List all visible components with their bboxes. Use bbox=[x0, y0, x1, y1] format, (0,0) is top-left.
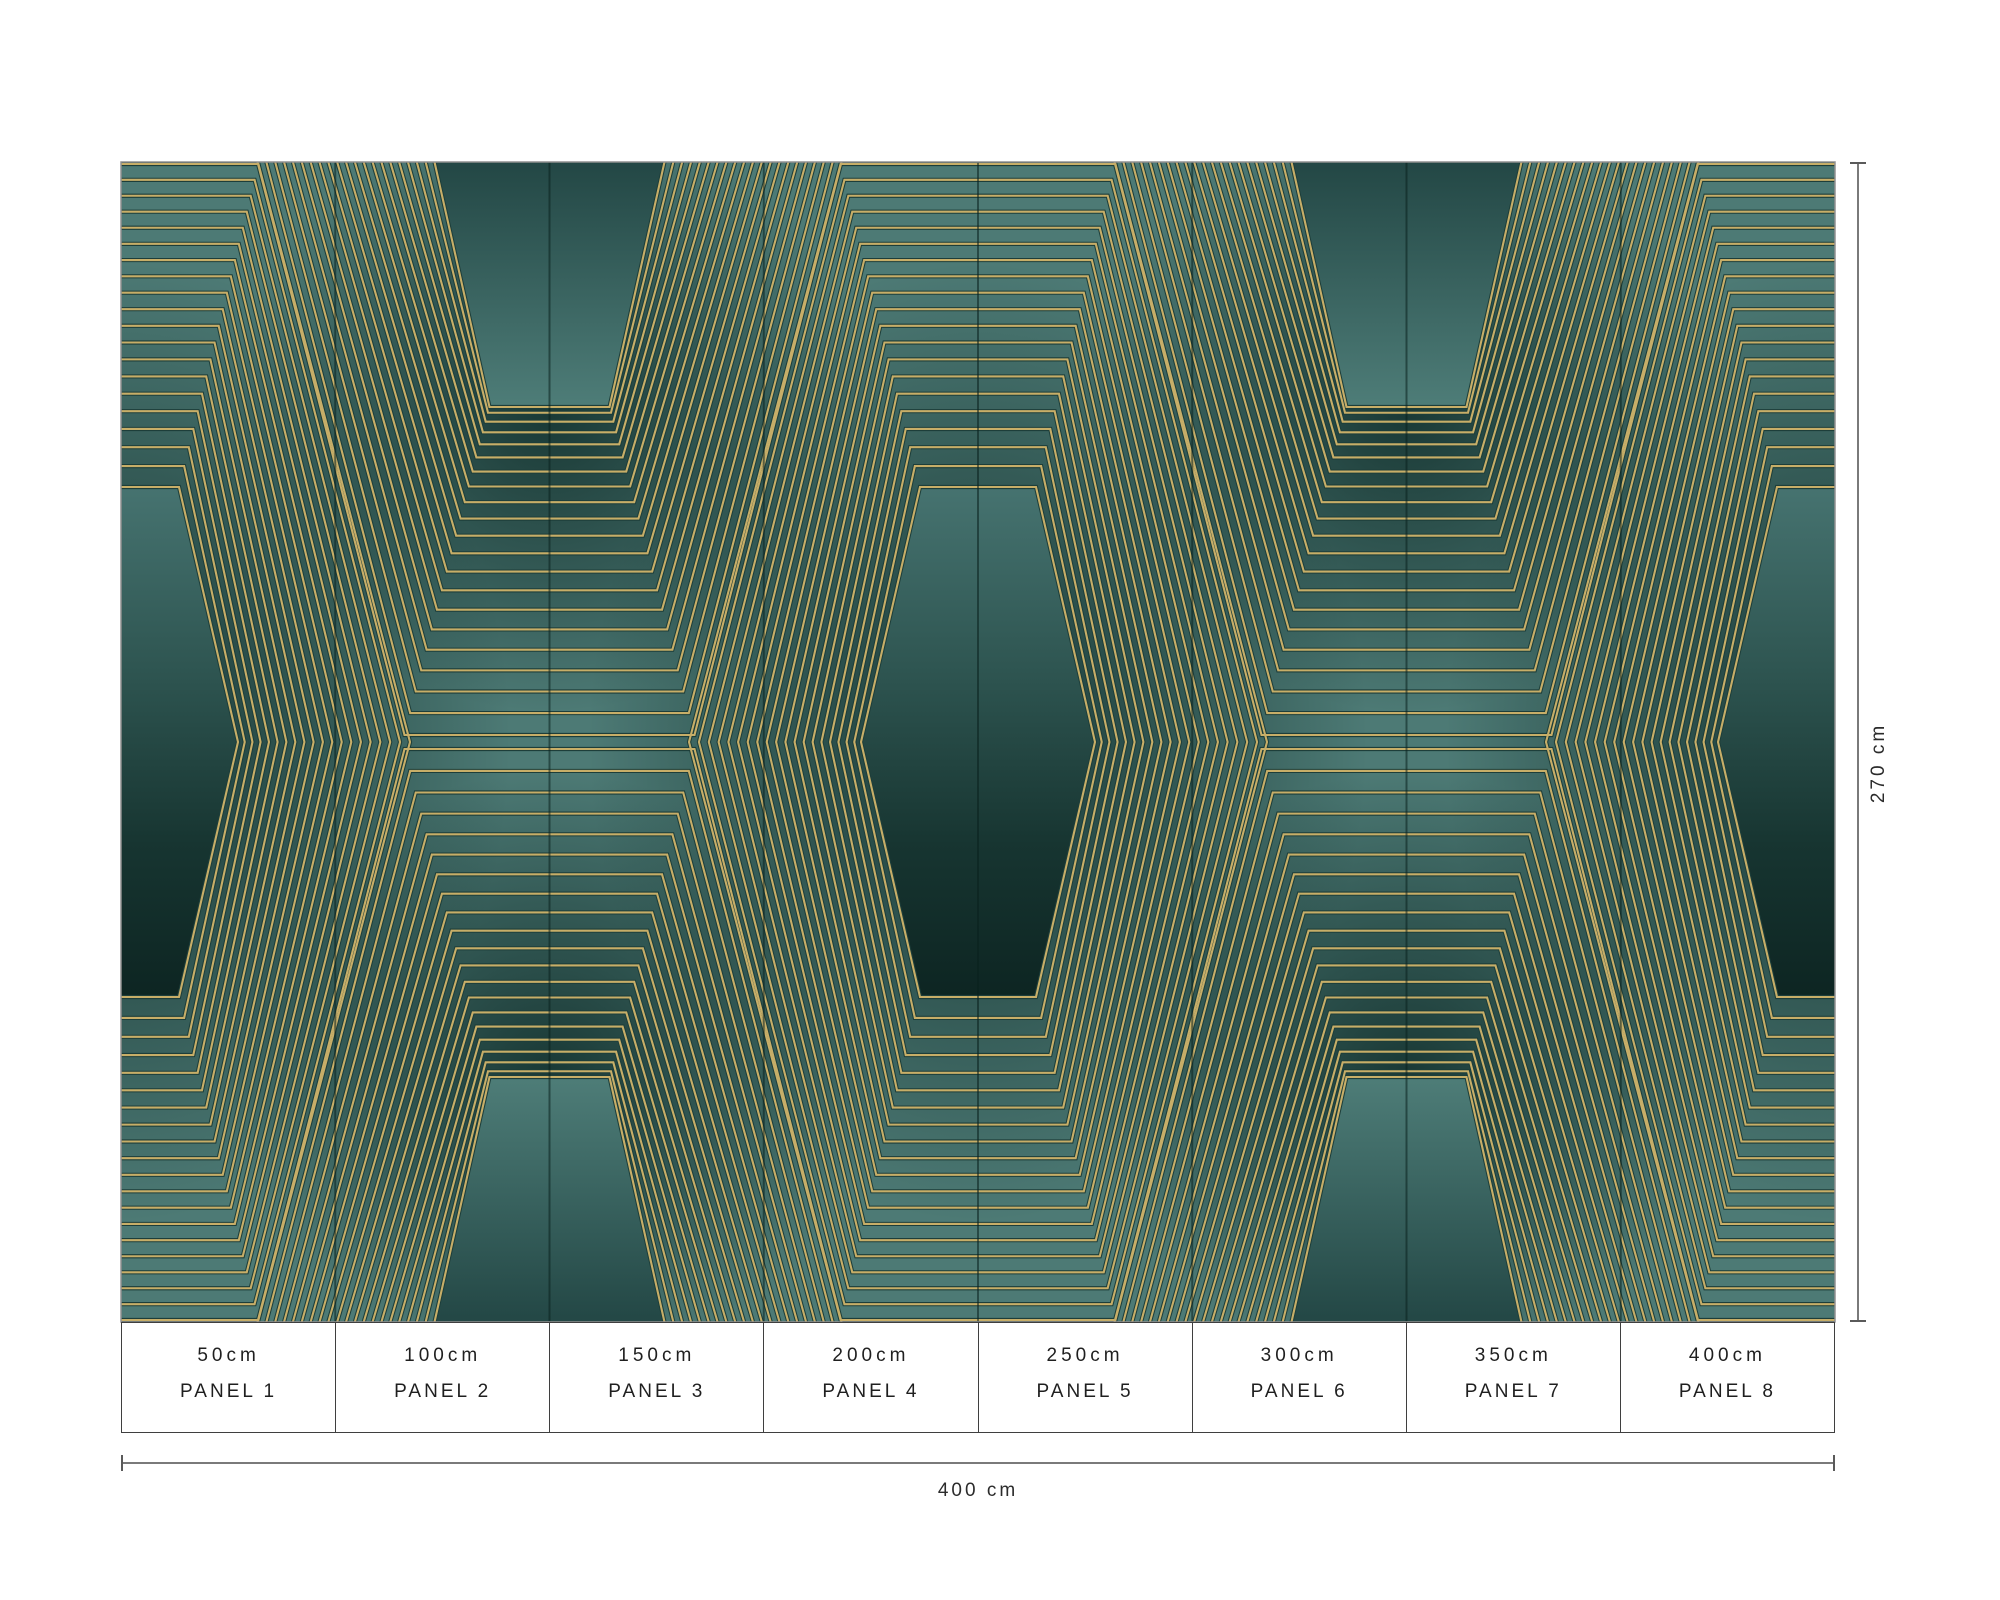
panel-label-cell: 200cm PANEL 4 bbox=[764, 1323, 979, 1432]
panel-name-label: PANEL 4 bbox=[822, 1381, 920, 1402]
panel-name-label: PANEL 6 bbox=[1250, 1381, 1348, 1402]
width-dimension-left-tick bbox=[121, 1455, 123, 1471]
width-dimension-line bbox=[121, 1462, 1835, 1464]
height-dimension-top-tick bbox=[1850, 162, 1866, 164]
panel-name-label: PANEL 5 bbox=[1036, 1381, 1134, 1402]
panel-width-label: 150cm bbox=[618, 1345, 696, 1366]
panel-width-label: 50cm bbox=[197, 1345, 260, 1366]
panel-width-label: 200cm bbox=[832, 1345, 910, 1366]
height-dimension-bottom-tick bbox=[1850, 1320, 1866, 1322]
panel-width-label: 300cm bbox=[1260, 1345, 1338, 1366]
panel-name-label: PANEL 7 bbox=[1464, 1381, 1562, 1402]
panel-width-label: 400cm bbox=[1688, 1345, 1766, 1366]
panel-label-cell: 400cm PANEL 8 bbox=[1621, 1323, 1834, 1432]
panel-name-label: PANEL 2 bbox=[394, 1381, 492, 1402]
height-dimension-line bbox=[1857, 162, 1859, 1322]
panel-label-cell: 50cm PANEL 1 bbox=[122, 1323, 337, 1432]
panel-label-cell: 300cm PANEL 6 bbox=[1193, 1323, 1407, 1432]
width-dimension-label: 400 cm bbox=[937, 1480, 1019, 1501]
panel-label-cell: 150cm PANEL 3 bbox=[550, 1323, 765, 1432]
panel-width-label: 100cm bbox=[404, 1345, 482, 1366]
panel-label-cell: 100cm PANEL 2 bbox=[336, 1323, 551, 1432]
panel-name-label: PANEL 8 bbox=[1678, 1381, 1776, 1402]
panel-label-strip: 50cm PANEL 1 100cm PANEL 2 150cm PANEL 3 200cm… bbox=[121, 1322, 1835, 1433]
panel-name-label: PANEL 1 bbox=[180, 1381, 278, 1402]
panel-width-label: 250cm bbox=[1046, 1345, 1124, 1366]
panel-label-cell: 350cm PANEL 7 bbox=[1407, 1323, 1621, 1432]
width-dimension-right-tick bbox=[1833, 1455, 1835, 1471]
panel-label-cell: 250cm PANEL 5 bbox=[979, 1323, 1193, 1432]
panel-name-label: PANEL 3 bbox=[608, 1381, 706, 1402]
panel-width-label: 350cm bbox=[1474, 1345, 1552, 1366]
height-dimension-label: 270 cm bbox=[1868, 722, 1889, 804]
